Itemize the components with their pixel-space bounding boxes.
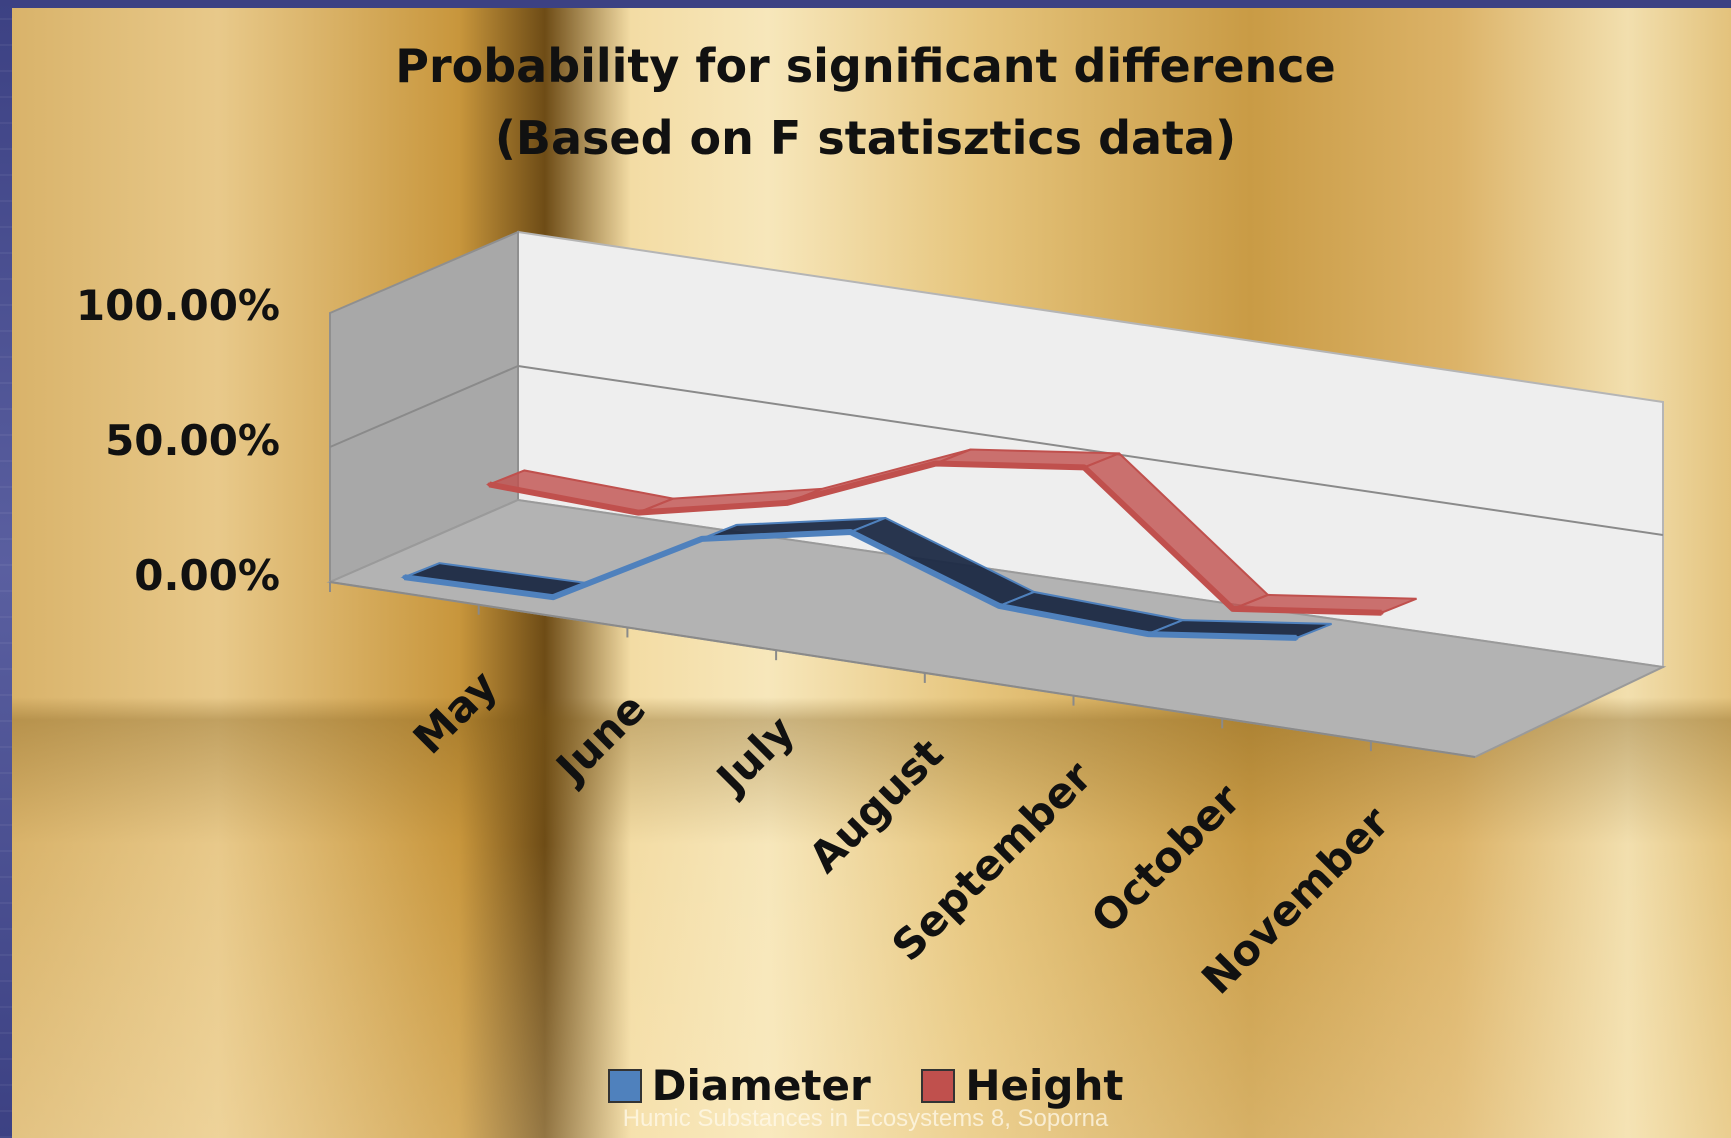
series-diameter [400, 516, 1332, 641]
y-tick-label-0-00-: 0.00% [134, 551, 280, 600]
data-point-height-october [1230, 606, 1235, 611]
slide-footer: Humic Substances in Ecosystems 8, Soporn… [622, 1105, 1109, 1132]
x-tick-label-august: August [799, 729, 952, 882]
data-point-diameter-june [551, 595, 556, 600]
series-height [485, 448, 1417, 616]
data-point-diameter-may [402, 575, 407, 580]
legend-swatch-height [921, 1069, 956, 1103]
chart-title-line-1: Probability for significant difference [395, 39, 1336, 93]
gridline-50-side [329, 365, 519, 448]
data-point-height-november [1379, 610, 1384, 615]
legend-label-height: Height [965, 1061, 1124, 1110]
x-tick-label-may: May [404, 661, 507, 764]
x-tick-label-june: June [545, 684, 655, 794]
data-point-height-may [487, 482, 492, 487]
x-tick-label-july: July [705, 706, 804, 805]
legend-label-diameter: Diameter [651, 1061, 871, 1110]
y-tick-label-50-00-: 50.00% [105, 416, 280, 465]
data-point-height-june [636, 510, 641, 515]
gridline-50 [517, 365, 1664, 536]
data-point-height-july [784, 500, 789, 505]
chart-title: Probability for significant difference (… [0, 30, 1731, 174]
data-point-diameter-july [699, 536, 704, 541]
data-point-diameter-november [1294, 635, 1299, 640]
x-axis-ticks [329, 582, 1372, 752]
series-layer [400, 448, 1417, 641]
data-point-diameter-september [997, 603, 1002, 608]
data-point-diameter-october [1145, 632, 1150, 637]
legend-item-diameter: Diameter [607, 1061, 871, 1110]
data-point-diameter-august [848, 529, 853, 534]
x-tick-label-october: October [1082, 774, 1250, 942]
legend-swatch-diameter [607, 1069, 642, 1103]
legend: Diameter Height [0, 1058, 1731, 1110]
data-point-height-september [1082, 465, 1087, 470]
y-axis-labels: 100.00% 50.00% 0.00% [76, 281, 280, 600]
legend-item-height: Height [921, 1061, 1123, 1110]
floor-front-edge [329, 581, 1476, 758]
y-tick-label-100-00-: 100.00% [76, 281, 280, 330]
data-point-height-august [933, 461, 938, 466]
chart-title-line-2: (Based on F statisztics data) [494, 111, 1237, 165]
